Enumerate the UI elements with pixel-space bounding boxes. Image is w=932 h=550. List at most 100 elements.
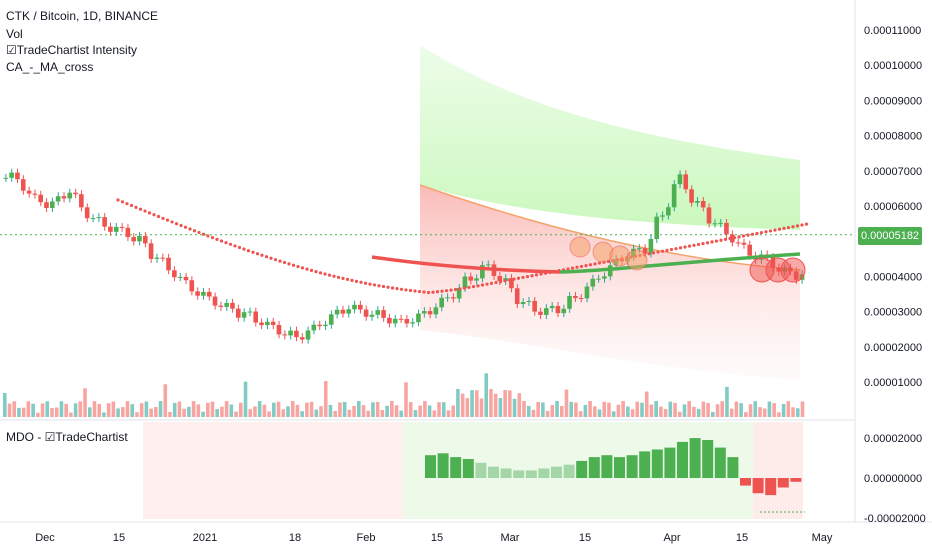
- ma-dot: [237, 245, 242, 250]
- ma-dot: [332, 274, 336, 278]
- volume-bar: [158, 401, 163, 417]
- ma-dot: [507, 278, 512, 282]
- candle: [79, 194, 84, 208]
- mdo-bar: [538, 468, 550, 478]
- ma-dot: [134, 205, 138, 209]
- candle: [49, 201, 55, 208]
- volume-bar: [116, 408, 120, 417]
- signal-circle-bull: [626, 249, 648, 271]
- ma-dot: [197, 230, 201, 235]
- ma-dot: [188, 227, 192, 231]
- candle: [445, 297, 450, 299]
- ma-dot: [683, 245, 687, 249]
- volume-bar: [253, 406, 257, 417]
- ma-dot: [530, 274, 534, 278]
- volume-bar: [361, 405, 366, 417]
- candle: [90, 218, 96, 220]
- candle: [84, 207, 90, 219]
- volume-bar: [418, 405, 422, 417]
- mdo-bg-red-2: [753, 422, 803, 519]
- volume-bar: [300, 411, 304, 417]
- volume-bar: [111, 401, 116, 417]
- vol-legend[interactable]: Vol: [6, 27, 23, 41]
- volume-bar: [31, 403, 35, 417]
- volume-bar: [437, 402, 441, 417]
- candle: [177, 276, 183, 278]
- volume-bar: [692, 406, 696, 417]
- candle: [729, 234, 735, 243]
- ma-dot: [147, 211, 152, 215]
- ma-dot: [305, 267, 309, 271]
- candle: [387, 317, 392, 324]
- ma-dot: [273, 258, 278, 262]
- ma-dot: [336, 275, 341, 279]
- volume-bar: [602, 401, 607, 417]
- ma-dot: [593, 262, 597, 266]
- ma-dot: [242, 247, 246, 251]
- volume-bar: [508, 390, 512, 417]
- candle: [474, 278, 479, 281]
- candle: [683, 174, 689, 190]
- volume-bar: [187, 406, 191, 417]
- ma-dot: [795, 224, 800, 228]
- ma-dot: [665, 248, 669, 252]
- volume-bar: [121, 407, 125, 417]
- candle: [108, 226, 113, 232]
- volume-bar: [390, 401, 394, 417]
- ma-dot: [282, 260, 287, 265]
- candle: [735, 242, 741, 244]
- ma-dot: [201, 232, 206, 236]
- volume-bar: [191, 401, 196, 417]
- intensity-legend[interactable]: ☑TradeChartist Intensity: [6, 43, 138, 57]
- volume-bar: [427, 405, 432, 417]
- candle: [648, 238, 654, 254]
- volume-bar: [323, 381, 328, 417]
- volume-bar: [758, 407, 762, 417]
- ma-dot: [750, 232, 755, 236]
- volume-bar: [578, 411, 583, 417]
- candle: [32, 193, 38, 195]
- volume-bar: [168, 411, 172, 417]
- candle: [602, 276, 607, 279]
- symbol-legend[interactable]: CTK / Bitcoin, 1D, BINANCE: [6, 9, 159, 23]
- ma-dot: [278, 259, 282, 263]
- ma-dot: [489, 281, 494, 285]
- volume-bar: [262, 404, 267, 417]
- candle: [253, 311, 259, 323]
- candle: [131, 237, 136, 242]
- time-tick: May: [812, 532, 833, 544]
- ma-dot: [192, 229, 197, 233]
- candle: [561, 308, 567, 314]
- volume-bar: [26, 401, 31, 417]
- volume-bar: [593, 406, 597, 417]
- volume-bar: [201, 411, 205, 417]
- volume-bar: [375, 402, 380, 417]
- ma-dot: [174, 222, 179, 226]
- signal-circle-bear: [780, 257, 806, 283]
- ma-dot: [426, 290, 431, 295]
- candle: [276, 324, 282, 335]
- volume-bar: [663, 409, 668, 417]
- mdo-bar: [437, 453, 449, 478]
- intensity-band-red: [420, 185, 800, 380]
- ma-dot: [399, 287, 404, 291]
- ma-dot: [485, 282, 489, 286]
- volume-bar: [139, 403, 144, 417]
- volume-bar: [234, 411, 238, 417]
- volume-bar: [744, 412, 748, 417]
- mdo-bar: [626, 455, 638, 478]
- ma-dot: [764, 230, 768, 234]
- ma-cross-legend[interactable]: CA_-_MA_cross: [6, 60, 94, 74]
- volume-bar: [423, 401, 427, 417]
- candle: [113, 226, 119, 232]
- volume-bar: [215, 408, 219, 417]
- mdo-legend[interactable]: MDO - ☑TradeChartist: [6, 430, 128, 444]
- volume-bar: [177, 401, 182, 417]
- mdo-bar: [664, 447, 676, 478]
- volume-bar: [154, 406, 158, 417]
- ma-dot: [534, 273, 539, 277]
- ma-dot: [737, 235, 741, 239]
- volume-bar: [725, 386, 729, 417]
- mdo-tick: -0.00002000: [864, 513, 926, 525]
